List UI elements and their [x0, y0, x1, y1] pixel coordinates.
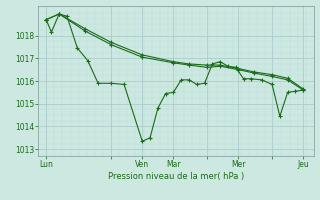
- X-axis label: Pression niveau de la mer( hPa ): Pression niveau de la mer( hPa ): [108, 172, 244, 181]
